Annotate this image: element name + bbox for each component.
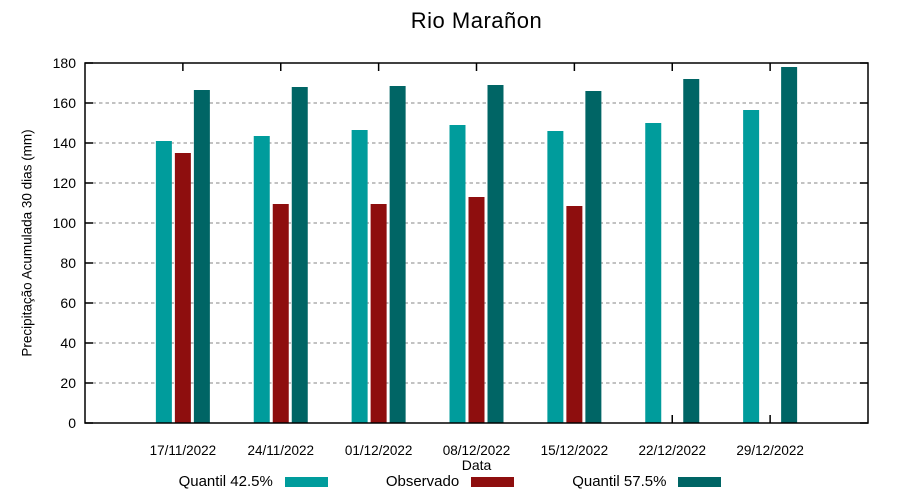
bar-Quantil 57.5% [487,85,504,423]
bar-Quantil 57.5% [193,90,210,423]
x-tick-label: 29/12/2022 [736,443,804,458]
y-tick-label: 120 [53,175,77,191]
bar-Observado [468,197,485,423]
bar-Observado [370,204,387,423]
plot-border [84,62,869,424]
legend-label: Quantil 42.5% [178,473,273,490]
bar-Quantil 57.5% [389,86,406,423]
bar-Quantil 42.5% [155,141,172,423]
legend-label: Quantil 57.5% [572,473,667,490]
legend-swatch [471,476,515,487]
bar-Quantil 42.5% [449,125,466,423]
x-tick-label: 22/12/2022 [638,443,706,458]
bar-Observado [174,153,191,423]
bar-Observado [272,204,289,423]
legend-swatch [284,476,328,487]
legend-item: Observado [385,473,515,490]
legend-swatch [678,476,722,487]
bar-Quantil 57.5% [683,79,700,423]
legend-label: Observado [385,473,460,490]
bar-Quantil 42.5% [645,123,662,423]
bar-Observado [566,206,583,423]
y-tick-label: 160 [53,95,77,111]
bar-Quantil 57.5% [781,67,798,423]
legend: Quantil 42.5% Observado Quantil 57.5% [0,473,900,490]
x-tick-label: 15/12/2022 [541,443,609,458]
y-tick-label: 0 [68,415,76,431]
y-tick-label: 100 [53,215,77,231]
y-tick-label: 20 [60,375,76,391]
y-tick-label: 60 [60,295,76,311]
x-tick-label: 17/11/2022 [150,443,217,458]
x-axis-label: Data [461,457,492,473]
y-tick-label: 180 [53,55,77,71]
legend-item: Quantil 57.5% [572,473,722,490]
y-tick-label: 140 [53,135,77,151]
y-tick-label: 40 [60,335,76,351]
chart-title: Rio Marañon [410,8,543,33]
x-tick-label: 01/12/2022 [345,443,413,458]
x-tick-label: 24/11/2022 [247,443,314,458]
legend-item: Quantil 42.5% [179,473,328,490]
x-tick-label: 08/12/2022 [443,443,511,458]
bar-Quantil 57.5% [291,87,308,423]
bar-Quantil 57.5% [585,91,602,423]
bar-Quantil 42.5% [253,136,270,423]
bar-Quantil 42.5% [547,131,564,423]
bar-Quantil 42.5% [743,110,760,423]
y-tick-label: 80 [60,255,76,271]
bar-Quantil 42.5% [351,130,368,423]
